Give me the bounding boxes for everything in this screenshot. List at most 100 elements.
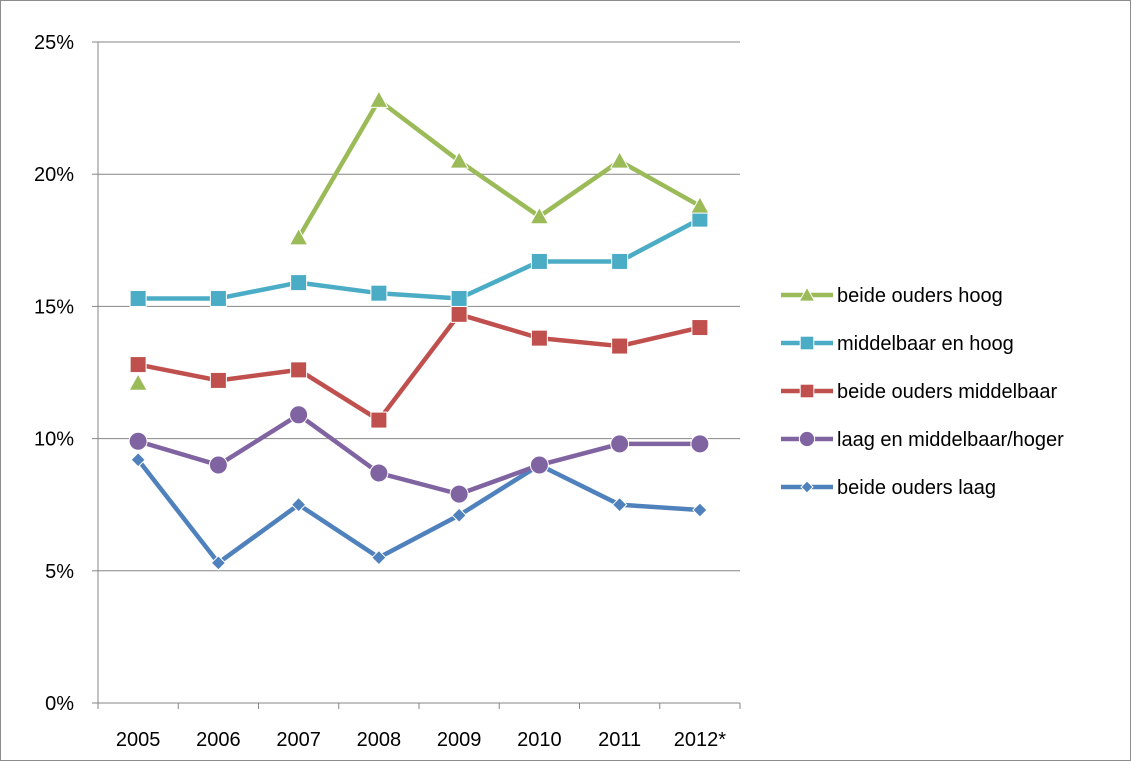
data-point-square — [799, 335, 815, 351]
series-line-segment — [296, 412, 382, 476]
y-axis-tick-labels: 0% 5% 10% 15% 20% 25% — [34, 32, 74, 715]
data-point-square — [611, 252, 629, 270]
data-point-triangle — [529, 206, 550, 225]
series-line-segment — [376, 513, 462, 560]
data-point-square — [450, 305, 468, 323]
data-point-square — [129, 289, 147, 307]
data-point-diamond — [210, 555, 227, 571]
series-3 — [128, 405, 710, 504]
series-line-segment — [456, 158, 542, 219]
data-point-square — [530, 329, 548, 347]
legend-item: beide ouders hoog — [781, 285, 1003, 307]
data-point-diamond — [290, 496, 307, 513]
gridlines — [98, 41, 740, 572]
data-point-square — [799, 383, 815, 399]
data-point-circle — [449, 484, 469, 504]
series-layer — [128, 90, 710, 571]
data-point-square — [611, 337, 629, 355]
data-point-square — [290, 274, 308, 292]
data-point-square — [290, 361, 308, 379]
y-tick-label: 20% — [34, 164, 74, 186]
data-point-circle — [798, 430, 816, 448]
series-line-segment — [537, 441, 622, 468]
legend-label: middelbaar en hoog — [837, 333, 1014, 355]
series-line-segment — [456, 259, 542, 301]
series-line-segment — [537, 462, 622, 507]
series-line-segment — [376, 312, 462, 423]
series-4 — [130, 452, 708, 571]
series-line-segment — [216, 367, 301, 383]
data-point-diamond — [130, 452, 146, 468]
data-point-circle — [690, 434, 710, 454]
series-line-segment — [617, 216, 703, 264]
data-point-circle — [289, 405, 309, 425]
y-tick-label: 15% — [34, 296, 74, 318]
series-line-segment — [216, 502, 301, 566]
data-point-triangle — [369, 90, 389, 108]
x-tick-label: 2007 — [276, 729, 321, 751]
y-tick-label: 0% — [45, 693, 74, 715]
data-point-square — [530, 252, 548, 270]
series-0 — [128, 90, 710, 391]
data-point-circle — [369, 463, 389, 483]
series-line-segment — [456, 462, 542, 518]
x-axis-tick-labels: 2005 2006 2007 2008 2009 2010 2011 2012* — [116, 729, 726, 751]
series-line-segment — [135, 457, 221, 566]
data-point-triangle — [449, 150, 469, 169]
series-line-segment — [376, 290, 462, 301]
data-point-square — [209, 289, 227, 307]
data-point-circle — [610, 434, 630, 454]
x-tick-label: 2012* — [674, 729, 726, 751]
series-line-segment — [296, 280, 382, 296]
data-point-diamond — [692, 502, 708, 518]
x-tick-label: 2009 — [437, 729, 482, 751]
x-tick-label: 2005 — [116, 729, 161, 751]
axes — [92, 41, 741, 709]
data-point-circle — [128, 431, 148, 451]
legend-label: beide ouders laag — [837, 477, 996, 499]
x-tick-label: 2011 — [598, 729, 641, 751]
y-tick-label: 5% — [45, 561, 74, 583]
data-point-diamond — [800, 480, 814, 494]
series-line-segment — [296, 97, 382, 240]
data-point-triangle — [798, 286, 816, 302]
series-line-segment — [135, 362, 221, 383]
series-line-segment — [376, 97, 462, 164]
y-tick-label: 25% — [34, 32, 74, 54]
series-line-segment — [617, 502, 703, 513]
data-point-square — [691, 319, 709, 337]
data-point-square — [129, 356, 147, 374]
series-line-segment — [376, 470, 462, 497]
legend-item: beide ouders middelbaar — [781, 381, 1057, 403]
data-point-circle — [208, 455, 228, 475]
series-line-segment — [456, 312, 542, 341]
data-point-diamond — [371, 549, 387, 566]
legend-label: laag en middelbaar/hoger — [837, 429, 1064, 451]
series-line-segment — [537, 335, 622, 349]
data-point-circle — [529, 455, 549, 475]
series-line-segment — [537, 158, 622, 219]
data-point-diamond — [611, 496, 628, 513]
legend-label: beide ouders hoog — [837, 285, 1003, 307]
series-line-segment — [216, 280, 301, 301]
legend-label: beide ouders middelbaar — [837, 381, 1057, 403]
data-point-square — [370, 284, 388, 302]
series-line-segment — [296, 367, 382, 423]
x-tick-label: 2006 — [196, 729, 241, 751]
x-tick-label: 2010 — [517, 729, 562, 751]
data-point-diamond — [451, 507, 467, 523]
series-1 — [129, 210, 709, 307]
legend-item: beide ouders laag — [781, 477, 996, 499]
data-point-triangle — [690, 195, 710, 214]
series-2 — [129, 305, 709, 429]
x-tick-label: 2008 — [357, 729, 402, 751]
legend-item: middelbaar en hoog — [781, 333, 1014, 355]
series-line-segment — [296, 502, 382, 560]
legend: beide ouders hoog middelbaar en hoog beide… — [781, 285, 1064, 499]
data-point-square — [209, 371, 227, 389]
series-line-segment — [617, 325, 703, 349]
series-line-segment — [617, 158, 703, 209]
legend-item: laag en middelbaar/hoger — [781, 429, 1064, 451]
